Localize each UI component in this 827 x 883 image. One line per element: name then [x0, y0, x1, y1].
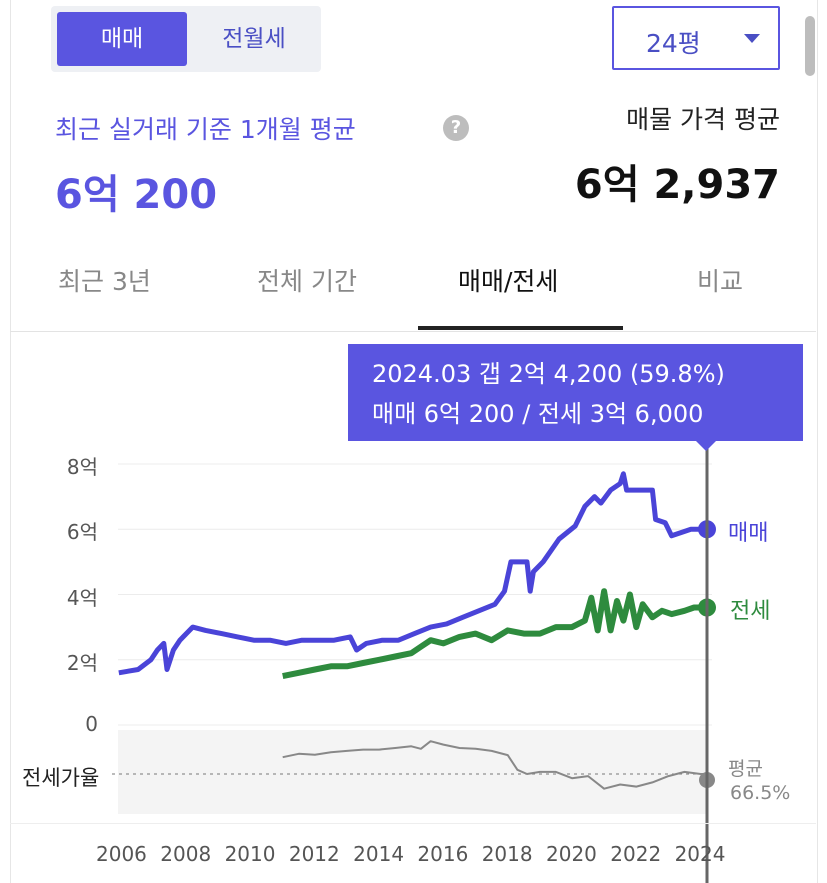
tab-recent-3y[interactable]: 최근 3년 [58, 267, 151, 296]
tooltip-line-prices: 매매 6억 200 / 전세 3억 6,000 [372, 400, 704, 428]
ratio-average-label: 평균 [728, 758, 763, 780]
toggle-rent-button[interactable]: 전월세 [222, 26, 286, 52]
ratio-average-value: 66.5% [730, 782, 791, 804]
x-tick-label: 2014 [353, 842, 405, 866]
axis-divider [10, 823, 816, 824]
x-tick-label: 2012 [288, 842, 340, 866]
listing-avg-label: 매물 가격 평균 [626, 105, 780, 134]
y-tick-label: 6억 [66, 520, 98, 545]
ratio-series-line [282, 740, 707, 790]
caret-down-icon [744, 34, 760, 43]
sale-series-line [118, 471, 707, 676]
ratio-label: 전세가율 [22, 766, 100, 790]
scrollbar[interactable] [805, 16, 815, 76]
rent-series-line [282, 588, 707, 680]
y-tick-label: 0 [85, 712, 98, 736]
x-tick-label: 2008 [160, 842, 212, 866]
tab-sale-rent[interactable]: 매매/전세 [458, 267, 559, 296]
x-tick-label: 2010 [224, 842, 276, 866]
x-tick-label: 2006 [96, 842, 147, 866]
chart-tooltip: 2024.03 갭 2억 4,200 (59.8%) 매매 6억 200 / 전… [348, 344, 803, 451]
deal-type-toggle: 매매 전월세 [51, 6, 321, 72]
ratio-band [118, 730, 706, 814]
legend-sale: 매매 [728, 521, 769, 546]
ratio-average: 평균 66.5% [728, 757, 790, 805]
tab-active-indicator [418, 326, 623, 330]
recent-avg-label: 최근 실거래 기준 1개월 평균 [55, 115, 356, 144]
x-tick-label: 2022 [610, 842, 662, 866]
size-dropdown[interactable]: 24평 [612, 6, 780, 70]
toggle-sale-button[interactable]: 매매 [57, 12, 187, 66]
tabs-divider [10, 331, 816, 332]
y-tick-label: 2억 [66, 650, 98, 675]
x-tick-label: 2024 [674, 842, 726, 866]
y-tick-label: 4억 [66, 585, 98, 610]
y-tick-label: 8억 [66, 455, 98, 479]
help-icon[interactable]: ? [443, 115, 469, 141]
recent-avg-value: 6억 200 [55, 172, 218, 218]
tab-all-period[interactable]: 전체 기간 [257, 267, 357, 296]
x-tick-label: 2020 [546, 842, 597, 866]
tooltip-line-gap: 2024.03 갭 2억 4,200 (59.8%) [372, 360, 725, 388]
legend-rent: 전세 [730, 599, 771, 624]
x-tick-label: 2018 [481, 842, 533, 866]
x-tick-label: 2016 [417, 842, 469, 866]
listing-avg-value: 6억 2,937 [574, 162, 780, 208]
tab-compare[interactable]: 비교 [697, 267, 744, 296]
size-dropdown-value: 24평 [646, 29, 701, 58]
tooltip-arrow [696, 441, 716, 451]
